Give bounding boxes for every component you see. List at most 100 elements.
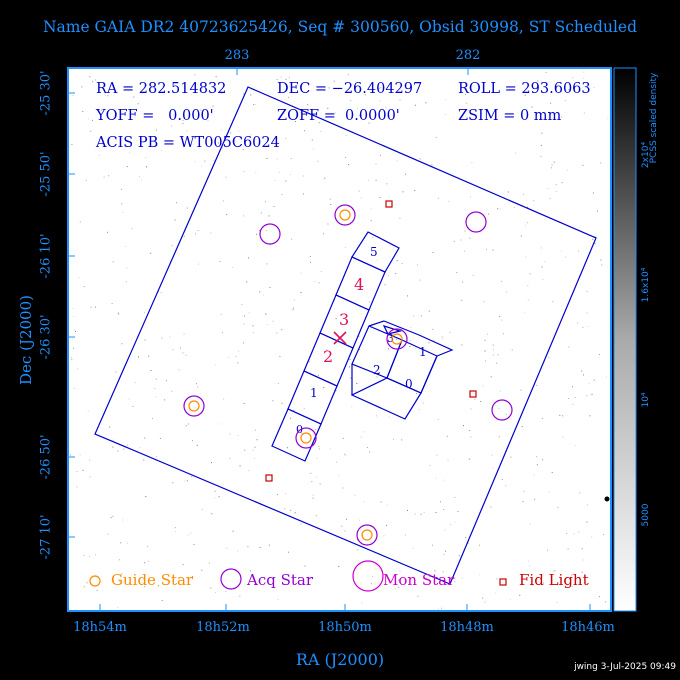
acq-star xyxy=(356,524,378,546)
background-star-dot xyxy=(87,410,89,412)
x-tick-label: 18h48m xyxy=(440,620,494,635)
background-star-dot xyxy=(160,292,162,294)
background-star-dot xyxy=(437,418,439,420)
background-star-dot xyxy=(371,576,373,578)
background-star-dot xyxy=(495,592,497,594)
background-star-dot xyxy=(98,154,100,156)
background-star-dot xyxy=(254,429,256,431)
background-star-dot xyxy=(541,266,543,268)
background-star-dot xyxy=(285,84,287,86)
background-star-dot xyxy=(147,546,149,548)
background-star-dot xyxy=(215,364,217,366)
background-star-dot xyxy=(281,329,283,331)
background-star-dot xyxy=(150,370,152,371)
background-star-dot xyxy=(386,183,388,185)
background-star-dot xyxy=(243,315,245,317)
background-star-dot xyxy=(578,531,580,533)
background-star-dot xyxy=(324,177,326,179)
background-star-dot xyxy=(274,180,276,181)
background-star-dot xyxy=(350,100,352,101)
background-star-dot xyxy=(276,158,278,160)
background-star-dot xyxy=(269,287,271,288)
background-star-dot xyxy=(583,77,585,79)
background-star-dot xyxy=(112,439,114,441)
background-star-dot xyxy=(436,454,438,456)
background-star-dot xyxy=(571,585,573,587)
background-star-dot xyxy=(471,162,473,163)
background-star-dot xyxy=(522,501,524,502)
background-star-dot xyxy=(444,114,446,116)
background-star-dot xyxy=(155,129,157,131)
background-star-dot xyxy=(150,252,152,254)
background-star-dot xyxy=(297,429,299,431)
background-star-dot xyxy=(300,272,302,274)
background-star-dot xyxy=(265,313,267,315)
background-stars xyxy=(70,71,609,610)
background-star-dot xyxy=(499,316,501,317)
y-tick-label: -26 10' xyxy=(38,233,54,279)
background-star-dot xyxy=(144,562,146,564)
background-star-dot xyxy=(598,354,600,355)
background-star-dot xyxy=(423,577,424,579)
background-star-dot xyxy=(265,314,267,315)
background-star-dot xyxy=(200,165,202,167)
background-star-dot xyxy=(201,569,203,571)
background-star-dot xyxy=(326,349,328,351)
background-star-dot xyxy=(112,446,114,448)
background-star-dot xyxy=(223,398,225,400)
background-star-dot xyxy=(242,149,244,151)
background-star-dot xyxy=(272,320,274,322)
background-star-dot xyxy=(220,129,222,131)
background-star-dot xyxy=(605,376,607,378)
background-star-dot xyxy=(442,337,444,339)
background-star-dot xyxy=(120,542,122,544)
background-star-dot xyxy=(215,591,217,593)
legend-acq-label: Acq Star xyxy=(247,571,314,589)
background-star-dot xyxy=(597,210,598,212)
background-star-dot xyxy=(232,530,234,532)
background-star-dot xyxy=(380,154,381,156)
acis-value: ACIS PB = WT005C6024 xyxy=(96,135,280,151)
background-star-dot xyxy=(268,215,270,217)
background-star-dot xyxy=(139,447,141,448)
background-star-dot xyxy=(360,436,362,438)
background-star-dot xyxy=(252,332,254,334)
background-star-dot xyxy=(112,261,114,263)
background-star-dot xyxy=(210,232,212,234)
background-star-dot xyxy=(487,333,489,335)
background-star-dot xyxy=(187,534,189,536)
background-star-dot xyxy=(464,250,466,252)
chip-i3 xyxy=(382,325,403,335)
background-star-dot xyxy=(376,259,378,261)
background-star-dot xyxy=(158,585,160,587)
background-star-dot xyxy=(145,157,147,158)
background-star-dot xyxy=(328,87,330,89)
background-star-dot xyxy=(465,94,466,96)
background-star-dot xyxy=(568,346,570,348)
background-star-dot xyxy=(194,407,196,409)
guide-star xyxy=(339,209,351,221)
background-star-dot xyxy=(524,94,526,96)
background-star-dot xyxy=(581,548,583,550)
background-star-dot xyxy=(432,252,434,253)
background-star-dot xyxy=(225,176,227,178)
background-star-dot xyxy=(552,301,554,303)
background-star-dot xyxy=(132,405,134,407)
background-star-dot xyxy=(287,96,289,98)
background-star-dot xyxy=(470,436,472,438)
background-star-dot xyxy=(248,469,250,471)
zoff-value: ZOFF = 0.0000' xyxy=(277,108,400,124)
colorbar-tick-label: 1.6x10⁴ xyxy=(641,267,651,303)
background-star-dot xyxy=(548,357,550,359)
background-star-dot xyxy=(551,167,552,169)
background-star-dot xyxy=(542,279,544,280)
background-star-dot xyxy=(279,355,281,357)
chip-label-s1: 1 xyxy=(310,386,318,400)
background-star-dot xyxy=(86,582,88,584)
background-star-dot xyxy=(88,555,90,557)
background-star-dot xyxy=(441,607,442,609)
background-star-dot xyxy=(527,299,529,301)
background-star-dot xyxy=(109,426,111,428)
background-star-dot xyxy=(345,454,347,456)
acq-star xyxy=(295,427,317,449)
